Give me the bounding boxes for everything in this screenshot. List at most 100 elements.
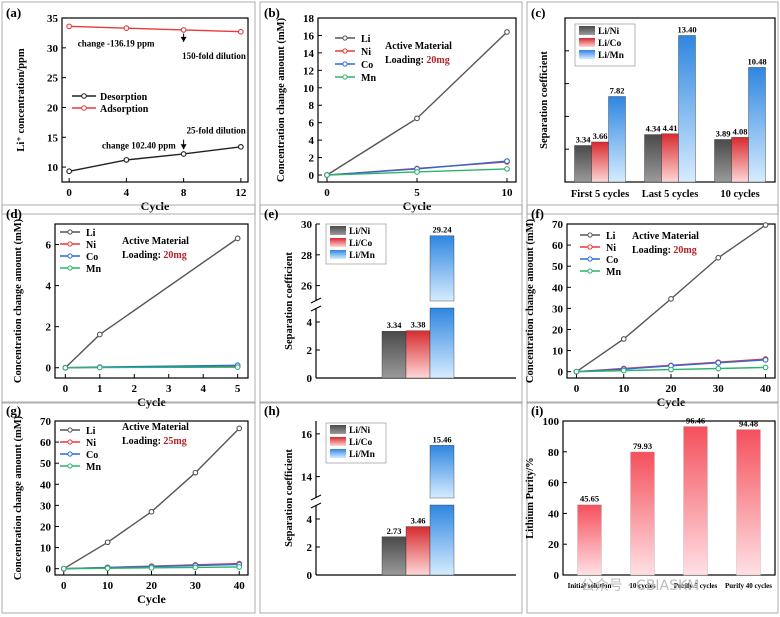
y-tick-label: 14 xyxy=(303,48,315,60)
y-tick-label: 60 xyxy=(548,478,560,490)
y-tick-label: 20 xyxy=(40,521,52,533)
legend-label: Li xyxy=(86,228,96,239)
x-tick-label: 20 xyxy=(146,580,158,592)
y-tick-label: 10 xyxy=(552,346,564,358)
legend-label: Ni xyxy=(86,438,96,449)
y-tick-label: 26 xyxy=(301,281,313,293)
bar-value-label: 29.24 xyxy=(432,225,452,235)
y-tick-label: 16 xyxy=(301,429,313,441)
data-point-li xyxy=(148,508,155,515)
bar-value-label: 4.41 xyxy=(663,123,678,133)
x-tick-label: 0 xyxy=(61,580,67,592)
panel-c-ylabel: Separation coefficient xyxy=(539,51,550,149)
legend-marker xyxy=(587,244,593,250)
y-tick-label: 4 xyxy=(309,135,315,147)
legend-label: Co xyxy=(86,252,98,263)
panel-label-c: (c) xyxy=(531,5,545,20)
bar-li-ni xyxy=(381,331,407,379)
panel-f-ylabel: Concentration change amount (mM) xyxy=(525,218,536,383)
x-tick-label: 0 xyxy=(574,383,580,395)
y-tick-label: 10 xyxy=(303,83,315,95)
material-label: Active Material xyxy=(122,422,189,433)
data-point-li xyxy=(414,115,420,122)
x-tick-label: 20 xyxy=(666,383,678,395)
legend-label: Li/Ni xyxy=(349,426,370,436)
data-point-mn xyxy=(324,172,330,178)
legend-marker xyxy=(342,35,348,41)
panel-f-frame xyxy=(526,204,779,404)
bar-li-mn xyxy=(678,35,696,183)
panel-d-frame xyxy=(1,204,256,404)
data-point-mn xyxy=(148,564,155,571)
data-point-adsorption xyxy=(180,27,187,33)
bar-value-label: 79.93 xyxy=(633,441,652,451)
material-label: Active Material xyxy=(632,231,699,242)
bar-purity xyxy=(630,451,655,576)
legend-swatch xyxy=(330,425,346,434)
y-tick-label: 80 xyxy=(548,447,560,459)
bar-li-mn-upper xyxy=(429,445,455,499)
panel-label-e: (e) xyxy=(264,206,278,221)
legend-marker xyxy=(67,427,73,433)
y-tick-label: 18 xyxy=(303,13,315,25)
arrow-head xyxy=(180,36,187,42)
panel-i-frame xyxy=(526,401,779,614)
data-point-desorption xyxy=(237,143,244,150)
panel-a-xlabel: Cycle xyxy=(141,199,170,213)
material-label: Active Material xyxy=(385,41,452,52)
data-point-mn xyxy=(668,366,674,373)
legend-marker xyxy=(587,256,593,262)
legend-label: Li/Mn xyxy=(349,251,376,261)
y-tick-label: 6 xyxy=(46,240,52,252)
loading-value: 25mg xyxy=(163,436,186,447)
legend-label: Mn xyxy=(361,73,376,84)
panel-label-b: (b) xyxy=(264,5,280,20)
y-tick-label: 0 xyxy=(309,170,315,182)
y-tick-label: 2 xyxy=(307,542,313,554)
bar-purity xyxy=(577,504,602,576)
loading-label: Loading: 20mg xyxy=(122,250,187,261)
legend-label: Li/Mn xyxy=(349,450,376,460)
y-tick-label: 4 xyxy=(46,281,52,293)
panel-label-h: (h) xyxy=(264,403,280,418)
x-tick-label: 12 xyxy=(235,187,247,199)
data-point-co xyxy=(504,158,510,164)
x-tick-label: 5 xyxy=(414,187,420,199)
y-tick-label: 70 xyxy=(552,219,564,231)
legend-label: Ni xyxy=(361,47,371,58)
y-tick-label: 0 xyxy=(307,570,313,582)
bar-li-ni xyxy=(714,139,732,183)
y-tick-label: 0 xyxy=(558,367,564,379)
x-tick-label: 10 xyxy=(102,580,114,592)
panel-b-xlabel: Cycle xyxy=(403,199,432,213)
bar-value-label: 10.48 xyxy=(747,56,766,66)
y-tick-label: 10 xyxy=(47,162,59,174)
legend-swatch xyxy=(579,38,595,47)
legend-label: Mn xyxy=(606,267,621,278)
x-category-label: Purify 5 cycles xyxy=(674,582,718,590)
bar-purity xyxy=(683,426,708,576)
x-tick-label: 10 xyxy=(502,187,514,199)
legend-marker xyxy=(67,463,73,469)
x-tick-label: 40 xyxy=(760,383,772,395)
legend-label: Li xyxy=(86,426,96,437)
legend-marker xyxy=(67,229,73,235)
legend-marker xyxy=(67,265,73,271)
legend-label: Ni xyxy=(606,243,616,254)
y-tick-label: 2 xyxy=(46,322,52,334)
bar-li-mn xyxy=(748,67,766,183)
panel-e-ylabel: Separation coefficient xyxy=(284,252,295,350)
bar-li-co xyxy=(405,330,431,379)
legend-label: Adsorption xyxy=(100,104,149,115)
legend-label: Li/Co xyxy=(349,239,372,249)
annotation: change 102.40 ppm xyxy=(102,141,176,151)
x-tick-label: 1 xyxy=(97,383,103,395)
y-tick-label: 25 xyxy=(47,73,59,85)
x-tick-label: 4 xyxy=(200,383,206,395)
data-point-mn xyxy=(236,564,243,570)
data-point-adsorption xyxy=(66,23,73,30)
bar-li-co xyxy=(591,141,609,183)
legend-label: Li xyxy=(606,231,616,242)
x-tick-label: 4 xyxy=(124,187,130,199)
legend-label: Desorption xyxy=(100,92,148,103)
